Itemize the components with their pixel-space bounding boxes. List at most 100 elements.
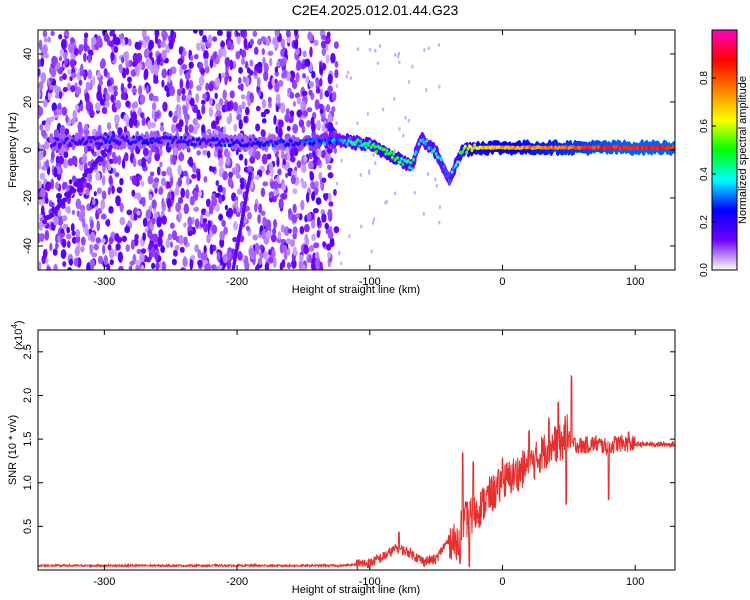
y-tick-label: -20: [22, 190, 34, 206]
spectrogram-cell: [67, 267, 72, 270]
spectrogram-cell: [38, 232, 41, 244]
spectrogram-cell: [215, 137, 219, 142]
spectrogram-cell: [378, 44, 382, 49]
spectrogram-cell: [223, 226, 228, 236]
spectrogram-cell: [203, 176, 208, 183]
spectrogram-cell: [335, 121, 338, 126]
colorbar: 0.0 0.2 0.4 0.6 0.8 Normalized spectral ampl…: [699, 29, 749, 277]
spectrogram-cell: [284, 172, 289, 179]
spectrogram-cell: [310, 116, 315, 127]
spectrogram-cell: [150, 122, 157, 129]
spectrogram-cell: [125, 135, 129, 139]
spectrogram-cell: [77, 139, 81, 143]
spectrogram-cell: [68, 258, 74, 266]
spectrogram-cell: [276, 156, 280, 168]
spectrogram-cell: [282, 158, 286, 166]
spectrogram-cell: [71, 175, 77, 182]
y-tick-label: 20: [22, 96, 34, 108]
spectrogram-cell: [225, 156, 231, 166]
spectrogram-cell: [222, 47, 227, 58]
spectrogram-cell: [392, 152, 396, 156]
spectrogram-cell: [306, 212, 312, 223]
spectrogram-cell: [313, 155, 319, 162]
spectrogram-cell: [162, 101, 168, 112]
spectrogram-cell: [274, 66, 279, 73]
spectrogram-cell: [194, 143, 198, 147]
y-tick-label: 0.5: [22, 519, 34, 534]
spectrogram-cell: [65, 114, 69, 123]
spectrogram-cell: [261, 118, 267, 124]
spectrogram-cell: [171, 155, 177, 166]
spectrogram-cell: [61, 215, 68, 222]
spectrogram-cell: [327, 85, 333, 94]
spectrogram-cell: [59, 75, 63, 82]
spectrogram-cell: [134, 139, 138, 144]
spectrogram-cell: [158, 148, 163, 157]
snr-series-line: [38, 375, 675, 570]
spectrogram-cell: [293, 30, 299, 37]
spectrogram-cell: [177, 58, 184, 66]
spectrogram-cell: [374, 161, 377, 166]
spectrogram-cell: [274, 30, 280, 38]
spectrogram-cell: [332, 91, 337, 102]
spectrogram-cell: [262, 181, 269, 187]
spectrogram-cell: [310, 219, 316, 229]
spectrogram-cell: [68, 42, 74, 54]
spectrogram-cell: [141, 117, 146, 127]
spectrogram-cell: [327, 112, 333, 124]
spectrogram-cell: [222, 126, 227, 136]
spectrogram-cell: [168, 39, 174, 50]
spectrogram-cell: [285, 30, 291, 38]
spectrogram-cell: [329, 237, 335, 248]
y-tick-label: 2.5: [22, 344, 34, 359]
spectrogram-cell: [309, 46, 313, 58]
spectrogram-cell: [158, 136, 162, 141]
spectrogram-cell: [222, 170, 228, 181]
spectrogram-cell: [319, 66, 324, 76]
spectrogram-cell: [198, 190, 203, 198]
spectrogram-cell: [113, 138, 117, 142]
spectrogram-cell: [272, 257, 277, 269]
spectrogram-cell: [196, 109, 201, 115]
spectrogram-cell: [120, 56, 125, 64]
spectrogram-cell: [124, 225, 131, 234]
spectrogram-cell: [108, 175, 113, 186]
spectrogram-cell: [154, 177, 160, 183]
spectrogram-cell: [247, 165, 253, 172]
spectrogram-cell: [265, 219, 272, 231]
spectrogram-cell: [204, 57, 209, 68]
spectrogram-cell: [70, 72, 77, 79]
x-tick-label: -300: [93, 576, 115, 588]
spectrogram-cell: [149, 137, 153, 142]
spectrogram-cell: [292, 188, 298, 195]
spectrogram-cell: [169, 241, 174, 248]
spectrogram-cell: [109, 248, 115, 259]
spectrogram-cell: [74, 182, 80, 188]
spectrogram-cell: [240, 30, 246, 38]
spectrogram-cell: [189, 259, 194, 270]
spectrogram-cell: [249, 59, 254, 67]
spectrogram-cell: [148, 41, 153, 52]
spectrogram-cell: [333, 188, 337, 196]
spectrogram-cell: [50, 30, 55, 37]
spectrogram-cell: [256, 76, 261, 88]
spectrogram-cell: [295, 72, 300, 83]
spectrogram-cell: [188, 61, 194, 69]
spectrogram-cell: [373, 145, 377, 149]
spectrogram-cell: [284, 113, 290, 123]
spectrogram-cell: [90, 264, 94, 270]
spectrogram-cell: [96, 136, 100, 140]
y-tick-label: 40: [22, 48, 34, 60]
spectrogram-cell: [207, 34, 213, 44]
spectrogram-cell: [120, 82, 125, 94]
spectrogram-cell: [126, 209, 133, 216]
spectrogram-cell: [123, 52, 129, 63]
spectrogram-cell: [103, 68, 108, 77]
spectrogram-cell: [218, 157, 224, 168]
spectrogram-cell: [232, 220, 239, 231]
spectrogram-cell: [327, 208, 333, 219]
spectrogram-cell: [206, 150, 211, 159]
x-tick-label: -100: [359, 276, 381, 288]
spectrogram-cell: [165, 135, 169, 140]
spectrogram-cell: [287, 87, 292, 94]
